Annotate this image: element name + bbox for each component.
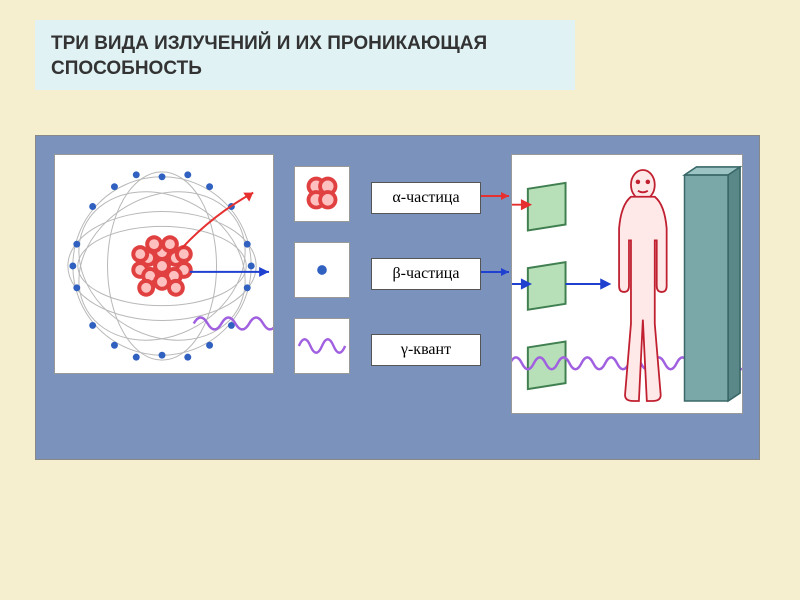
title-text: ТРИ ВИДА ИЗЛУЧЕНИЙ И ИХ ПРОНИКАЮЩАЯ СПОС…	[51, 33, 487, 79]
beta-label-text: β-частица	[393, 265, 460, 282]
alpha-label-text: α-частица	[392, 189, 459, 206]
atom-svg	[55, 155, 273, 373]
gamma-connector	[349, 336, 514, 366]
beta-particle-icon	[294, 242, 350, 298]
alpha-label: α-частица	[371, 182, 481, 214]
penetration-svg	[512, 155, 742, 413]
gamma-wave-icon	[294, 318, 350, 374]
beta-label: β-частица	[371, 258, 481, 290]
concrete-block	[685, 167, 741, 401]
title-box: ТРИ ВИДА ИЗЛУЧЕНИЙ И ИХ ПРОНИКАЮЩАЯ СПОС…	[35, 20, 575, 90]
penetration-panel	[511, 154, 743, 414]
diagram-panel: α-частица β-частица γ-квант	[35, 135, 760, 460]
alpha-particle-icon	[294, 166, 350, 222]
atom-box	[54, 154, 274, 374]
